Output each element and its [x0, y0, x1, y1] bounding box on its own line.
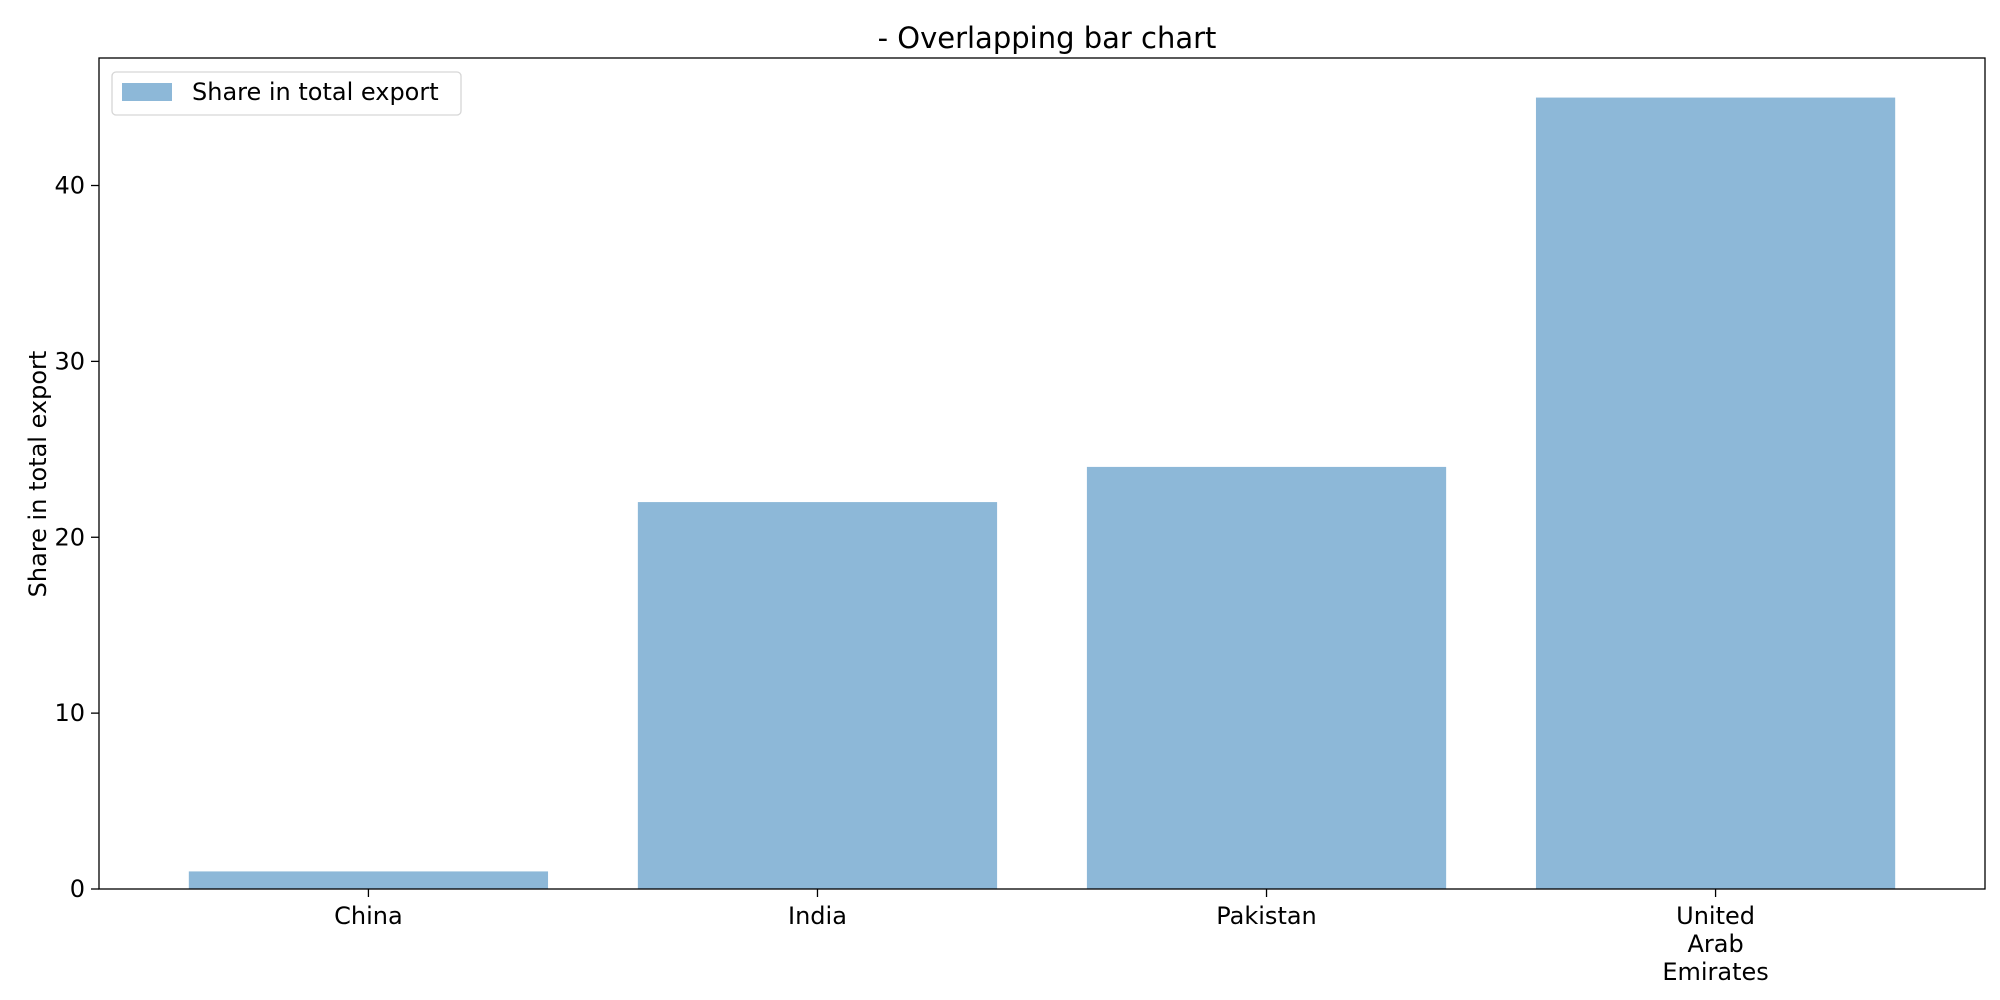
- plot-area: [98, 57, 1986, 890]
- y-tick-label: 20: [54, 523, 85, 551]
- bar-united-arab-emirates: [1535, 97, 1896, 890]
- x-tick-label: China: [334, 902, 403, 930]
- bar-pakistan: [1086, 466, 1447, 889]
- legend-swatch: [122, 83, 172, 101]
- y-axis-label: Share in total export: [24, 351, 52, 598]
- legend: Share in total export: [111, 71, 462, 116]
- bar-china: [188, 871, 549, 889]
- y-tick-label: 30: [54, 347, 85, 375]
- y-tick-label: 0: [70, 875, 85, 903]
- bars: [188, 97, 1896, 890]
- chart-title: - Overlapping bar chart: [878, 21, 1217, 55]
- legend-box: [111, 71, 462, 116]
- bar-india: [637, 502, 998, 889]
- y-axis: 0 10 20 30 40: [54, 172, 99, 903]
- x-tick-label: Pakistan: [1216, 902, 1317, 930]
- y-tick-label: 10: [54, 699, 85, 727]
- plot-frame: [98, 57, 1986, 890]
- x-tick-label: India: [788, 902, 847, 930]
- y-tick-label: 40: [54, 172, 85, 200]
- legend-label: Share in total export: [192, 78, 439, 106]
- x-axis: China India Pakistan United Arab Emirates: [334, 889, 1769, 986]
- x-tick-label: United Arab Emirates: [1662, 902, 1768, 986]
